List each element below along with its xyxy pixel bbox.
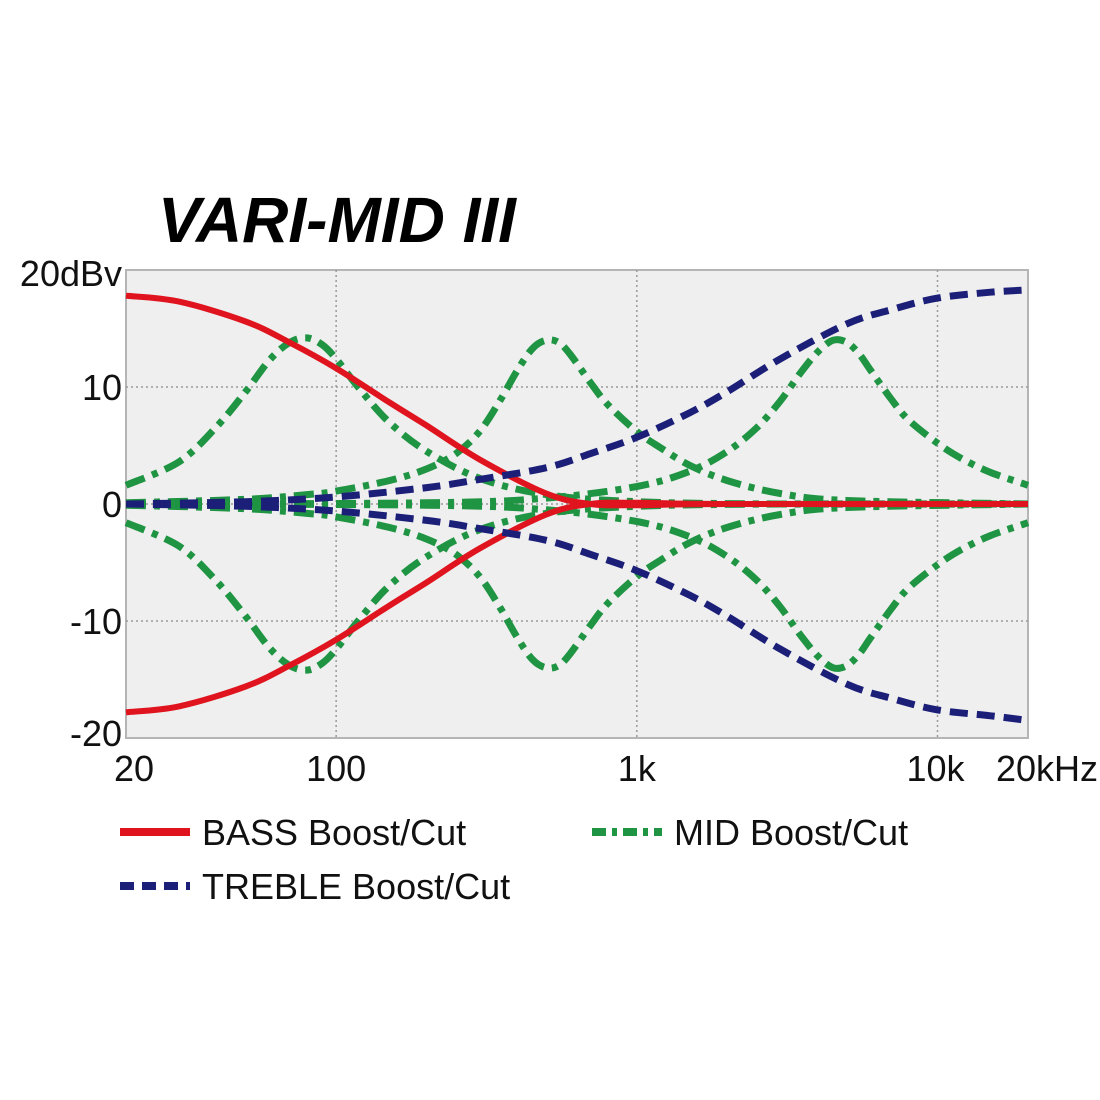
y-tick-label: -20 (70, 713, 122, 754)
legend-label-bass: BASS Boost/Cut (202, 812, 466, 853)
mid-curve (125, 500, 1030, 672)
treble-curve (125, 500, 1029, 724)
response-curves (124, 286, 1030, 724)
x-tick-label: 10k (906, 748, 965, 789)
mid-curve (125, 500, 1029, 672)
y-tick-label: 10 (82, 367, 122, 408)
y-tick-label: -10 (70, 601, 122, 642)
y-tick-label: 20dBv (20, 253, 122, 294)
x-tick-label: 1k (618, 748, 657, 789)
legend-label-treble: TREBLE Boost/Cut (202, 866, 510, 907)
legend-label-mid: MID Boost/Cut (674, 812, 908, 853)
x-tick-label: 20 (114, 748, 154, 789)
chart-title: VARI-MID III (158, 184, 517, 256)
mid-curve (125, 336, 1030, 508)
x-tick-label: 20kHz (996, 748, 1098, 789)
bass-curve (125, 499, 1029, 716)
legend: BASS Boost/Cut TREBLE Boost/Cut MID Boost/… (120, 812, 908, 907)
y-tick-label: 0 (102, 484, 122, 525)
x-tick-label: 100 (306, 748, 366, 789)
treble-curve (125, 286, 1029, 508)
mid-curve (125, 336, 1029, 508)
